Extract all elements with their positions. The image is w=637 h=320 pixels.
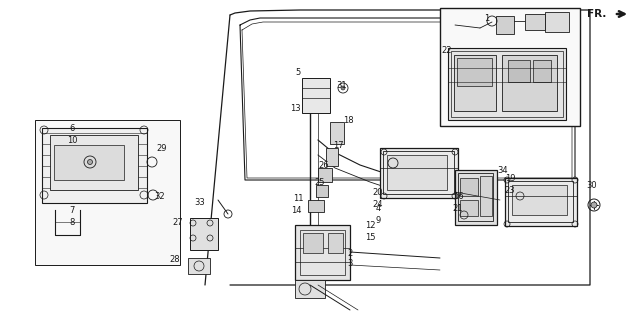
Bar [303, 233, 323, 253]
Text: 3: 3 [347, 259, 353, 268]
Bar [326, 148, 338, 166]
Text: 11: 11 [293, 194, 303, 203]
Text: 24: 24 [373, 199, 383, 209]
Text: 8: 8 [69, 218, 75, 227]
Bar [295, 280, 325, 298]
Bar [42, 128, 147, 203]
Bar [387, 155, 447, 190]
Bar [496, 16, 514, 34]
Bar [302, 78, 330, 113]
Bar [295, 225, 350, 280]
Text: 2: 2 [347, 249, 353, 258]
Text: 15: 15 [365, 233, 375, 242]
Bar [188, 258, 210, 274]
Bar [50, 135, 138, 190]
Bar [525, 14, 545, 30]
Text: 20: 20 [373, 188, 383, 196]
Text: FR.: FR. [587, 9, 606, 19]
Bar [505, 178, 577, 226]
Bar [512, 185, 567, 215]
Bar [508, 60, 530, 82]
Bar [442, 10, 578, 124]
Bar [328, 233, 343, 253]
Bar [454, 55, 496, 111]
Bar [440, 8, 580, 126]
Text: 13: 13 [290, 103, 300, 113]
Text: 26: 26 [318, 161, 329, 170]
Bar [35, 120, 180, 265]
Text: 19: 19 [505, 173, 515, 182]
Bar [460, 178, 478, 196]
Bar [545, 12, 569, 32]
Text: 23: 23 [505, 186, 515, 195]
Bar [380, 148, 458, 198]
Bar [308, 200, 324, 212]
Circle shape [591, 202, 597, 208]
Text: 29: 29 [157, 143, 168, 153]
Bar [451, 51, 563, 117]
Text: 31: 31 [337, 81, 347, 90]
Circle shape [341, 86, 345, 90]
Text: 12: 12 [365, 220, 375, 229]
Text: 10: 10 [67, 135, 77, 145]
Bar [190, 218, 218, 250]
Text: 22: 22 [441, 45, 452, 54]
Text: 28: 28 [169, 255, 180, 265]
Text: 1: 1 [484, 13, 490, 22]
Bar [533, 60, 551, 82]
Text: 18: 18 [343, 116, 354, 124]
Text: 17: 17 [333, 140, 343, 149]
Text: 25: 25 [315, 178, 326, 187]
Bar [460, 200, 478, 216]
Bar [457, 58, 492, 86]
Bar [502, 55, 557, 111]
Bar [54, 145, 124, 180]
Bar [455, 170, 497, 225]
Text: 32: 32 [155, 191, 166, 201]
Bar [480, 176, 492, 216]
Circle shape [87, 159, 92, 164]
Bar [300, 230, 345, 275]
Text: 30: 30 [587, 180, 598, 189]
Bar [448, 48, 566, 120]
Bar [330, 122, 344, 144]
Text: 7: 7 [69, 205, 75, 214]
Text: 4: 4 [375, 204, 381, 212]
Bar [508, 181, 573, 222]
Text: 34: 34 [497, 165, 508, 174]
Text: 9: 9 [375, 215, 381, 225]
Bar [458, 173, 493, 221]
Bar [318, 168, 332, 182]
Text: 6: 6 [69, 124, 75, 132]
Text: 33: 33 [195, 197, 205, 206]
Text: 16: 16 [453, 191, 463, 201]
Text: 21: 21 [453, 204, 463, 212]
Bar [383, 151, 454, 194]
Bar [316, 185, 328, 197]
Text: 5: 5 [296, 68, 301, 76]
Text: 14: 14 [290, 205, 301, 214]
Text: 27: 27 [173, 218, 183, 227]
